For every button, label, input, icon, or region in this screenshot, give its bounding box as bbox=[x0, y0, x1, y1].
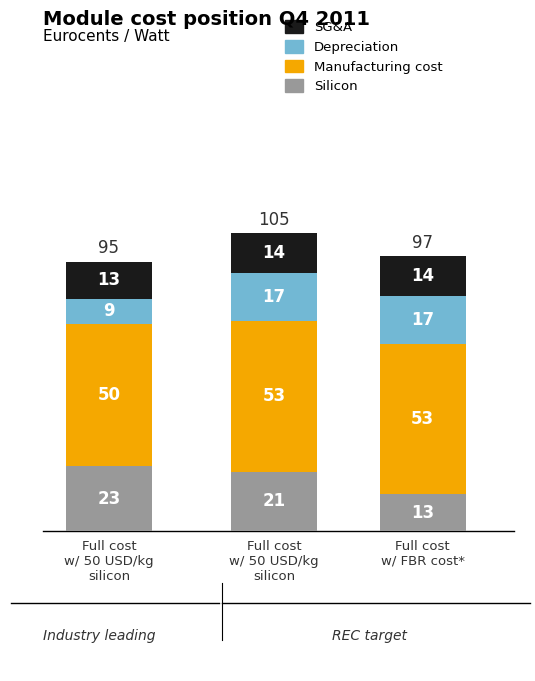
Bar bbox=[66, 262, 152, 298]
Text: 9: 9 bbox=[103, 302, 114, 320]
Bar bbox=[380, 296, 465, 344]
Text: Module cost position Q4 2011: Module cost position Q4 2011 bbox=[43, 10, 370, 29]
Text: Eurocents / Watt: Eurocents / Watt bbox=[43, 29, 170, 44]
Bar bbox=[231, 471, 317, 531]
Text: 105: 105 bbox=[258, 211, 290, 229]
Text: 53: 53 bbox=[263, 387, 286, 405]
Bar bbox=[380, 344, 465, 494]
Bar bbox=[231, 273, 317, 321]
Bar bbox=[380, 494, 465, 531]
Text: 13: 13 bbox=[411, 504, 434, 522]
Text: 23: 23 bbox=[97, 490, 120, 507]
Text: 97: 97 bbox=[412, 234, 433, 252]
Text: 50: 50 bbox=[97, 386, 120, 404]
Text: 53: 53 bbox=[411, 410, 434, 428]
Bar bbox=[380, 256, 465, 296]
Legend: SG&A, Depreciation, Manufacturing cost, Silicon: SG&A, Depreciation, Manufacturing cost, … bbox=[285, 20, 442, 93]
Bar bbox=[231, 233, 317, 273]
Bar bbox=[66, 466, 152, 531]
Text: 14: 14 bbox=[263, 244, 286, 262]
Text: 13: 13 bbox=[97, 271, 120, 289]
Text: Industry leading: Industry leading bbox=[43, 629, 155, 643]
Text: 17: 17 bbox=[411, 311, 434, 329]
Text: 17: 17 bbox=[263, 288, 286, 306]
Text: 21: 21 bbox=[263, 492, 286, 510]
Text: 95: 95 bbox=[98, 239, 119, 257]
Bar bbox=[231, 321, 317, 471]
Text: REC target: REC target bbox=[332, 629, 407, 643]
Bar bbox=[66, 324, 152, 466]
Bar bbox=[66, 298, 152, 324]
Text: 14: 14 bbox=[411, 267, 434, 285]
